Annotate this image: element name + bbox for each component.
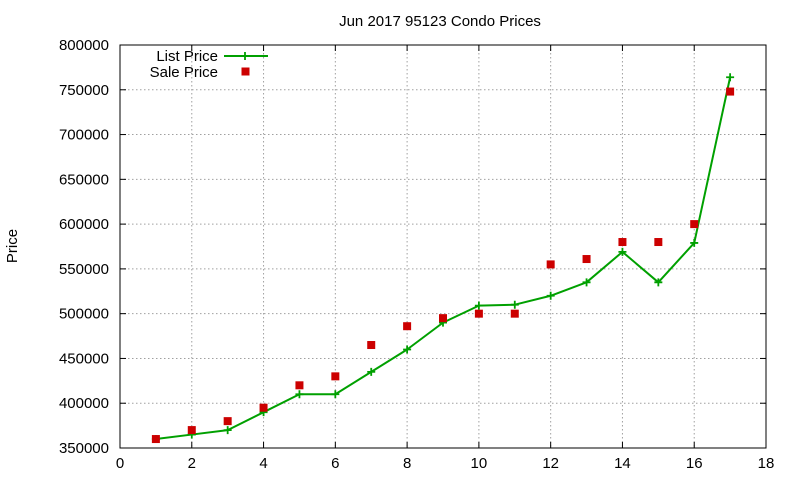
sale-price-point	[259, 403, 268, 412]
x-tick-label: 4	[259, 455, 267, 472]
list-price-point	[582, 278, 591, 287]
legend-label-sale-price: Sale Price	[150, 64, 218, 81]
list-price-point	[367, 367, 376, 376]
x-tick-label: 16	[686, 455, 703, 472]
x-tick-label: 8	[403, 455, 411, 472]
x-tick-label: 6	[331, 455, 339, 472]
y-tick-label: 650000	[59, 171, 109, 188]
list-price-point	[474, 301, 483, 310]
sale-price-point	[510, 309, 519, 318]
sale-price-point	[223, 417, 232, 426]
x-tick-label: 18	[758, 455, 775, 472]
sale-price-point	[618, 238, 627, 247]
list-price-point	[510, 300, 519, 309]
y-tick-label: 750000	[59, 82, 109, 99]
list-price-point	[331, 390, 340, 399]
sale-price-point	[331, 372, 340, 381]
legend: List Price Sale Price	[150, 48, 268, 81]
x-tick-label: 10	[471, 455, 488, 472]
series-layer	[151, 73, 735, 444]
plot-frame	[119, 44, 767, 449]
sale-price-point	[690, 220, 699, 229]
grid-lines	[120, 45, 766, 448]
y-tick-label: 800000	[59, 37, 109, 54]
list-price-point	[618, 247, 627, 256]
sale-price-point	[367, 341, 376, 350]
chart-title: Jun 2017 95123 Condo Prices	[339, 13, 541, 30]
x-tick-label: 2	[188, 455, 196, 472]
sale-price-point	[546, 260, 555, 269]
legend-marker-list-price	[241, 52, 249, 60]
list-price-point	[223, 426, 232, 435]
legend-marker-sale-price	[241, 67, 250, 76]
sale-price-point	[582, 255, 591, 264]
y-tick-label: 550000	[59, 261, 109, 278]
y-axis-label: Price	[4, 229, 21, 263]
sale-price-point	[439, 314, 447, 323]
axis-ticks: 0 2 4 6 8 10 12 14 16 18 350000 400000 450000 500000 5…	[59, 37, 774, 472]
y-tick-label: 700000	[59, 127, 109, 144]
list-price-point	[690, 238, 699, 247]
y-tick-label: 350000	[59, 440, 109, 457]
legend-label-list-price: List Price	[156, 48, 218, 65]
sale-price-point	[403, 322, 412, 331]
sale-price-point	[295, 381, 304, 390]
list-price-point	[726, 73, 735, 82]
x-tick-label: 0	[116, 455, 124, 472]
sale-price-point	[726, 87, 735, 96]
list-price-point	[403, 345, 412, 354]
sale-price-point	[474, 309, 483, 318]
y-tick-label: 400000	[59, 395, 109, 412]
list-price-point	[654, 278, 663, 287]
sale-price-point	[187, 426, 196, 435]
list-price-point	[295, 390, 304, 399]
y-tick-label: 500000	[59, 306, 109, 323]
y-tick-label: 450000	[59, 350, 109, 367]
sale-price-point	[654, 238, 663, 247]
x-tick-label: 12	[542, 455, 559, 472]
y-tick-label: 600000	[59, 216, 109, 233]
list-price-line	[155, 77, 732, 441]
list-price-point	[546, 291, 555, 300]
x-tick-label: 14	[614, 455, 631, 472]
sale-price-point	[151, 435, 160, 444]
